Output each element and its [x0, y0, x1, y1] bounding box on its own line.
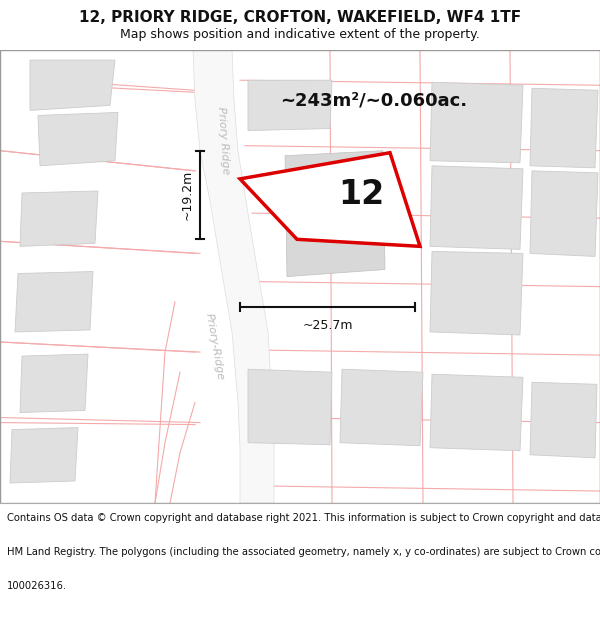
- Polygon shape: [15, 271, 93, 332]
- Text: ~19.2m: ~19.2m: [181, 170, 194, 220]
- Polygon shape: [430, 374, 523, 451]
- Polygon shape: [530, 88, 598, 168]
- Text: ~25.7m: ~25.7m: [302, 319, 353, 332]
- Text: Contains OS data © Crown copyright and database right 2021. This information is : Contains OS data © Crown copyright and d…: [7, 513, 600, 523]
- Polygon shape: [30, 60, 115, 111]
- Polygon shape: [285, 151, 385, 276]
- Text: ~243m²/~0.060ac.: ~243m²/~0.060ac.: [280, 91, 467, 109]
- Polygon shape: [340, 369, 423, 446]
- Text: Priory Ridge: Priory Ridge: [215, 106, 230, 175]
- Text: Priory-Ridge: Priory-Ridge: [204, 312, 226, 381]
- Polygon shape: [248, 80, 332, 131]
- Polygon shape: [530, 382, 597, 458]
- Polygon shape: [38, 112, 118, 166]
- Text: 12: 12: [338, 177, 385, 211]
- Polygon shape: [530, 171, 598, 256]
- Polygon shape: [240, 152, 420, 246]
- Polygon shape: [430, 166, 523, 249]
- Polygon shape: [20, 191, 98, 246]
- Polygon shape: [248, 369, 332, 445]
- Polygon shape: [430, 251, 523, 335]
- Polygon shape: [430, 82, 523, 162]
- Text: 12, PRIORY RIDGE, CROFTON, WAKEFIELD, WF4 1TF: 12, PRIORY RIDGE, CROFTON, WAKEFIELD, WF…: [79, 10, 521, 25]
- Text: 100026316.: 100026316.: [7, 581, 67, 591]
- Polygon shape: [20, 354, 88, 412]
- Polygon shape: [193, 50, 274, 503]
- Text: Map shows position and indicative extent of the property.: Map shows position and indicative extent…: [120, 28, 480, 41]
- Text: HM Land Registry. The polygons (including the associated geometry, namely x, y c: HM Land Registry. The polygons (includin…: [7, 547, 600, 557]
- Polygon shape: [10, 428, 78, 483]
